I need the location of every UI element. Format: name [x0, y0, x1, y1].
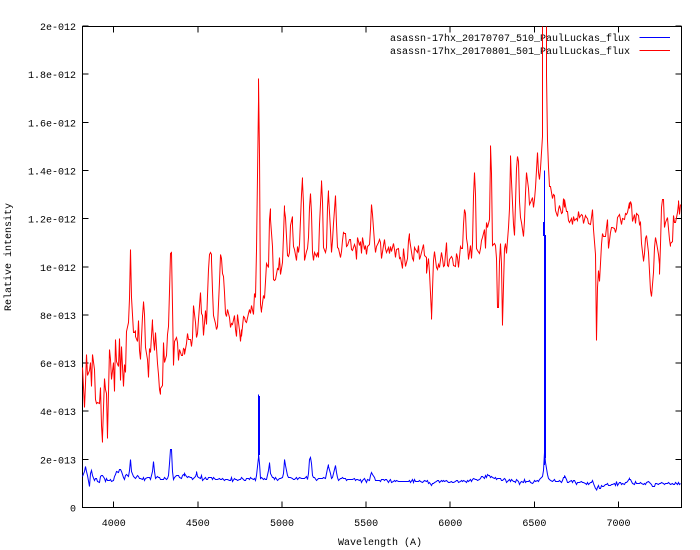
svg-text:5500: 5500 [354, 519, 378, 530]
svg-text:0: 0 [70, 505, 76, 516]
svg-text:1.8e-012: 1.8e-012 [28, 71, 76, 82]
svg-text:6000: 6000 [438, 519, 462, 530]
svg-text:4500: 4500 [186, 519, 210, 530]
svg-text:4000: 4000 [102, 519, 126, 530]
svg-text:6500: 6500 [522, 519, 546, 530]
svg-text:Relative intensity: Relative intensity [3, 203, 15, 311]
svg-text:asassn-17hx_20170801_501_PaulL: asassn-17hx_20170801_501_PaulLuckas_flux [390, 46, 630, 58]
svg-text:asassn-17hx_20170707_510_PaulL: asassn-17hx_20170707_510_PaulLuckas_flux [390, 33, 630, 45]
svg-text:8e-013: 8e-013 [40, 312, 76, 323]
svg-text:7000: 7000 [606, 519, 630, 530]
svg-text:4e-013: 4e-013 [40, 408, 76, 419]
svg-text:5000: 5000 [270, 519, 294, 530]
svg-text:Wavelength (A): Wavelength (A) [338, 537, 422, 549]
svg-text:1.4e-012: 1.4e-012 [28, 167, 76, 178]
svg-text:2e-012: 2e-012 [40, 23, 76, 34]
svg-text:6e-013: 6e-013 [40, 360, 76, 371]
svg-text:2e-013: 2e-013 [40, 456, 76, 467]
svg-text:1.6e-012: 1.6e-012 [28, 119, 76, 130]
svg-text:1.2e-012: 1.2e-012 [28, 216, 76, 227]
svg-text:1e-012: 1e-012 [40, 264, 76, 275]
